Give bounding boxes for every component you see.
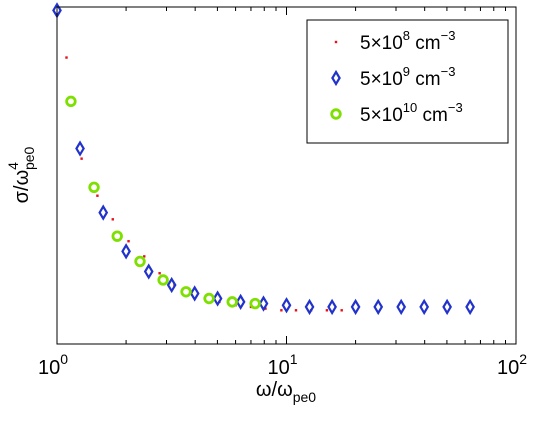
series-3 [65,95,261,310]
data-point [327,298,337,316]
data-point [226,296,238,308]
data-point [465,298,475,316]
data-point [280,309,283,312]
legend-entries: 5×108 cm−3 5×109 cm−3 5×1010 cm−3 [330,28,463,126]
y-axis-label-sup: 4 [5,162,21,170]
data-marks [52,2,475,316]
x-axis-label: ω/ωpe0 [256,379,316,405]
data-point [350,298,361,316]
data-point [127,240,130,243]
x-axis-label-sub: pe0 [293,389,317,405]
data-point [111,230,123,242]
series-2 [52,2,475,316]
data-point [203,292,215,305]
data-point [96,194,99,197]
y-axis-label: σ/ω4pe0 [5,146,37,203]
legend-entry-label: 5×1010 cm−3 [360,100,463,126]
data-point [75,140,85,157]
data-point [235,293,246,311]
data-point [121,243,131,260]
data-point [88,181,100,193]
data-point [180,286,192,298]
data-point [396,298,407,316]
data-point [294,309,298,312]
data-point [442,298,452,316]
legend-entry-label: 5×109 cm−3 [360,64,455,90]
data-point [157,274,169,286]
data-point [98,204,109,221]
y-axis-label-sub: pe0 [21,146,37,170]
legend-marker [334,40,338,44]
data-point [304,298,315,316]
data-point [281,297,292,314]
x-tick-label: 102 [497,351,527,379]
data-point [80,157,83,160]
data-point [143,263,154,280]
data-point [166,276,177,294]
legend-marker [331,69,341,87]
legend-box [306,19,509,144]
data-point [258,295,269,312]
x-axis-ticks: 100 101 102 [38,7,527,379]
data-point [189,285,200,302]
legend-entry-label: 5×108 cm−3 [360,28,455,54]
data-point [264,307,267,310]
data-point [340,309,343,312]
x-tick-label: 101 [267,351,297,379]
data-point [249,297,261,310]
data-point [65,56,68,59]
x-axis-label-main: ω/ω [256,379,293,401]
data-point [65,95,77,108]
data-point [143,255,146,258]
data-point [325,309,329,312]
y-axis-label-main: σ/ω [11,170,33,204]
data-point [212,290,223,307]
data-point [134,255,146,268]
data-point [158,272,161,275]
legend: 5×108 cm−3 5×109 cm−3 5×1010 cm−3 [306,19,509,144]
data-point [373,298,384,316]
data-point [111,218,114,221]
data-point [419,298,430,316]
x-tick-label: 100 [38,351,68,379]
legend-marker [330,108,342,120]
